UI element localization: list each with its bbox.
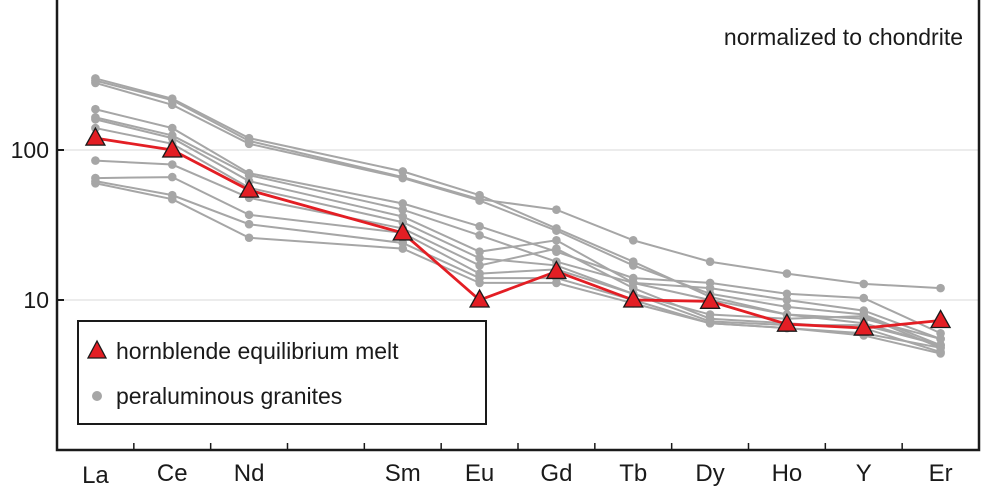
- melt-point: [84, 126, 107, 146]
- granite-point: [782, 289, 792, 299]
- granite-point: [475, 261, 484, 270]
- granite-point: [705, 257, 715, 267]
- granite-point: [475, 247, 484, 256]
- granite-point: [244, 210, 254, 220]
- granite-point: [244, 139, 254, 149]
- granite-point: [167, 172, 177, 182]
- granite-point: [244, 219, 254, 229]
- granite-point: [552, 226, 561, 235]
- granite-point: [91, 115, 100, 124]
- granite-point: [782, 269, 792, 278]
- melt-point: [392, 221, 414, 241]
- granite-point: [552, 205, 561, 214]
- granite-point: [398, 173, 408, 183]
- melt-point: [853, 316, 875, 336]
- melt-point: [776, 312, 798, 332]
- granite-point: [705, 283, 715, 293]
- melt-series: [84, 126, 952, 336]
- x-tick-label-eu: Eu: [465, 460, 494, 487]
- y-tick-label: 10: [23, 287, 49, 313]
- granite-point: [552, 244, 561, 253]
- granite-point: [167, 100, 177, 110]
- granite-point: [859, 311, 869, 321]
- granite-point: [936, 283, 945, 293]
- granite-point: [936, 334, 945, 344]
- x-tick-label-y: Y: [856, 460, 872, 487]
- granite-point: [475, 230, 484, 240]
- legend-label-granites: peraluminous granites: [116, 383, 342, 409]
- granite-point: [167, 160, 177, 169]
- granite-point: [936, 349, 945, 358]
- granite-point: [475, 278, 484, 288]
- granite-series: [91, 74, 945, 358]
- melt-point: [622, 288, 644, 308]
- x-tick-label-tb: Tb: [619, 460, 647, 487]
- granite-point: [628, 261, 638, 270]
- melt-point: [929, 309, 952, 329]
- x-tick-label-er: Er: [929, 460, 953, 487]
- granite-point: [91, 104, 100, 114]
- granite-point: [782, 302, 792, 312]
- granite-point: [859, 293, 869, 303]
- granite-point: [475, 253, 484, 263]
- x-tick-label-nd: Nd: [234, 460, 265, 487]
- legend-triangle-icon: [86, 339, 108, 359]
- melt-point: [468, 288, 491, 308]
- melt-point: [161, 138, 183, 158]
- y-tick-label: 100: [11, 137, 49, 163]
- granite-point: [859, 279, 869, 289]
- granite-point: [475, 221, 484, 231]
- granite-point: [167, 123, 177, 133]
- x-tick-label-ho: Ho: [772, 460, 803, 487]
- granite-point: [628, 236, 638, 245]
- normalization-annotation: normalized to chondrite: [724, 24, 963, 50]
- granite-line: [95, 116, 941, 340]
- axes: 10 100 La Ce Nd Sm Eu Gd Tb Dy Ho Y Er: [11, 0, 981, 489]
- melt-point: [545, 260, 568, 280]
- x-tick-label-ce: Ce: [157, 460, 188, 487]
- granite-line: [95, 118, 941, 347]
- granite-point: [244, 233, 254, 243]
- granite-point: [552, 278, 561, 288]
- granite-point: [91, 178, 100, 188]
- granite-point: [705, 318, 715, 328]
- melt-point: [238, 178, 260, 198]
- granite-point: [782, 295, 792, 305]
- granite-point: [91, 156, 100, 165]
- granite-point: [91, 78, 100, 88]
- legend-label-melt: hornblende equilibrium melt: [116, 338, 399, 364]
- x-tick-label-sm: Sm: [385, 460, 421, 487]
- melt-point: [699, 289, 721, 309]
- x-tick-label-la: La: [82, 462, 109, 489]
- granite-point: [167, 194, 177, 204]
- granite-point: [398, 244, 408, 253]
- granite-point: [398, 199, 408, 208]
- granite-point: [244, 170, 254, 180]
- granite-point: [475, 196, 484, 205]
- x-tick-label-gd: Gd: [540, 460, 572, 487]
- legend-dot-icon: [92, 391, 102, 401]
- granite-point: [552, 236, 561, 245]
- x-tick-label-dy: Dy: [695, 460, 724, 487]
- legend: hornblende equilibrium melt peraluminous…: [77, 320, 487, 425]
- granite-point: [398, 205, 408, 214]
